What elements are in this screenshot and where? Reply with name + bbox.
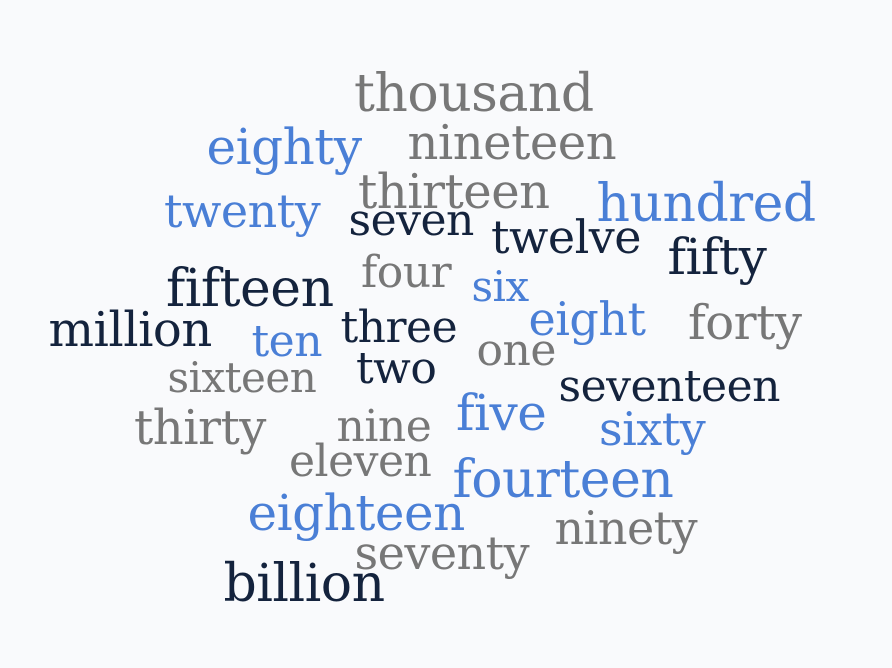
word-thirty: thirty	[134, 399, 266, 456]
word-seventy: seventy	[354, 526, 530, 581]
word-ninety: ninety	[554, 501, 698, 556]
word-eleven: eleven	[289, 435, 432, 487]
word-two: two	[356, 342, 437, 394]
word-million: million	[48, 301, 213, 358]
word-eighty: eighty	[206, 118, 363, 176]
word-fourteen: fourteen	[452, 450, 674, 511]
word-eight: eight	[528, 292, 647, 347]
word-forty: forty	[688, 294, 802, 351]
word-ten: ten	[251, 315, 323, 367]
word-sixty: sixty	[599, 402, 706, 457]
word-eighteen: eighteen	[247, 484, 466, 542]
word-billion: billion	[223, 554, 386, 615]
word-three: three	[340, 301, 458, 353]
word-thousand: thousand	[354, 64, 594, 125]
word-seven: seven	[348, 194, 475, 246]
word-hundred: hundred	[596, 174, 817, 235]
word-twelve: twelve	[491, 210, 642, 265]
word-six: six	[471, 262, 530, 312]
word-seventeen: seventeen	[558, 360, 781, 412]
word-one: one	[476, 324, 557, 376]
word-four: four	[361, 246, 452, 298]
word-thirteen: thirteen	[358, 163, 550, 220]
word-fifty: fifty	[667, 228, 767, 286]
word-sixteen: sixteen	[167, 353, 317, 403]
word-five: five	[456, 384, 547, 442]
word-nine: nine	[336, 400, 432, 452]
word-twenty: twenty	[164, 184, 321, 239]
word-nineteen: nineteen	[407, 114, 617, 171]
word-fifteen: fifteen	[166, 259, 334, 320]
